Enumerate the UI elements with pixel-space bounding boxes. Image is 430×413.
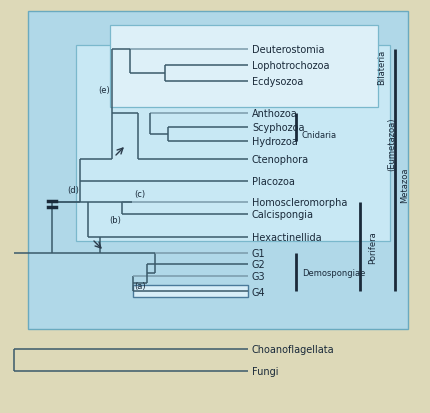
Text: (d): (d) — [67, 185, 79, 194]
Text: Choanoflagellata: Choanoflagellata — [252, 344, 335, 354]
Text: Scyphozoa: Scyphozoa — [252, 123, 304, 133]
Text: Homoscleromorpha: Homoscleromorpha — [252, 197, 347, 207]
Text: Fungi: Fungi — [252, 366, 279, 376]
Text: Hexactinellida: Hexactinellida — [252, 233, 322, 242]
Text: G2: G2 — [252, 259, 266, 269]
Text: Anthozoa: Anthozoa — [252, 109, 298, 119]
Text: Ctenophora: Ctenophora — [252, 154, 309, 165]
Text: Metazoa: Metazoa — [400, 167, 409, 202]
Text: Ecdysozoa: Ecdysozoa — [252, 77, 303, 87]
Text: Deuterostomia: Deuterostomia — [252, 45, 325, 55]
Bar — [76, 46, 390, 242]
Bar — [133, 285, 248, 297]
Text: (Eumetazoa): (Eumetazoa) — [387, 117, 396, 170]
Text: Bilateria: Bilateria — [378, 49, 387, 84]
Text: G3: G3 — [252, 271, 266, 281]
Bar — [28, 12, 408, 329]
Text: Lophotrochozoa: Lophotrochozoa — [252, 61, 329, 71]
Text: G1: G1 — [252, 248, 266, 259]
Text: (a): (a) — [134, 281, 146, 290]
Text: Porifera: Porifera — [368, 231, 377, 264]
Text: Cnidaria: Cnidaria — [302, 130, 337, 139]
Text: Placozoa: Placozoa — [252, 177, 295, 187]
Text: (e): (e) — [98, 85, 110, 94]
Text: (c): (c) — [134, 190, 145, 199]
Text: Demospongiae: Demospongiae — [302, 268, 365, 277]
Text: Hydrozoa: Hydrozoa — [252, 137, 298, 147]
Text: (b): (b) — [109, 216, 121, 225]
Text: Calcispongia: Calcispongia — [252, 209, 314, 219]
Bar — [110, 26, 378, 108]
Text: G4: G4 — [252, 287, 266, 297]
